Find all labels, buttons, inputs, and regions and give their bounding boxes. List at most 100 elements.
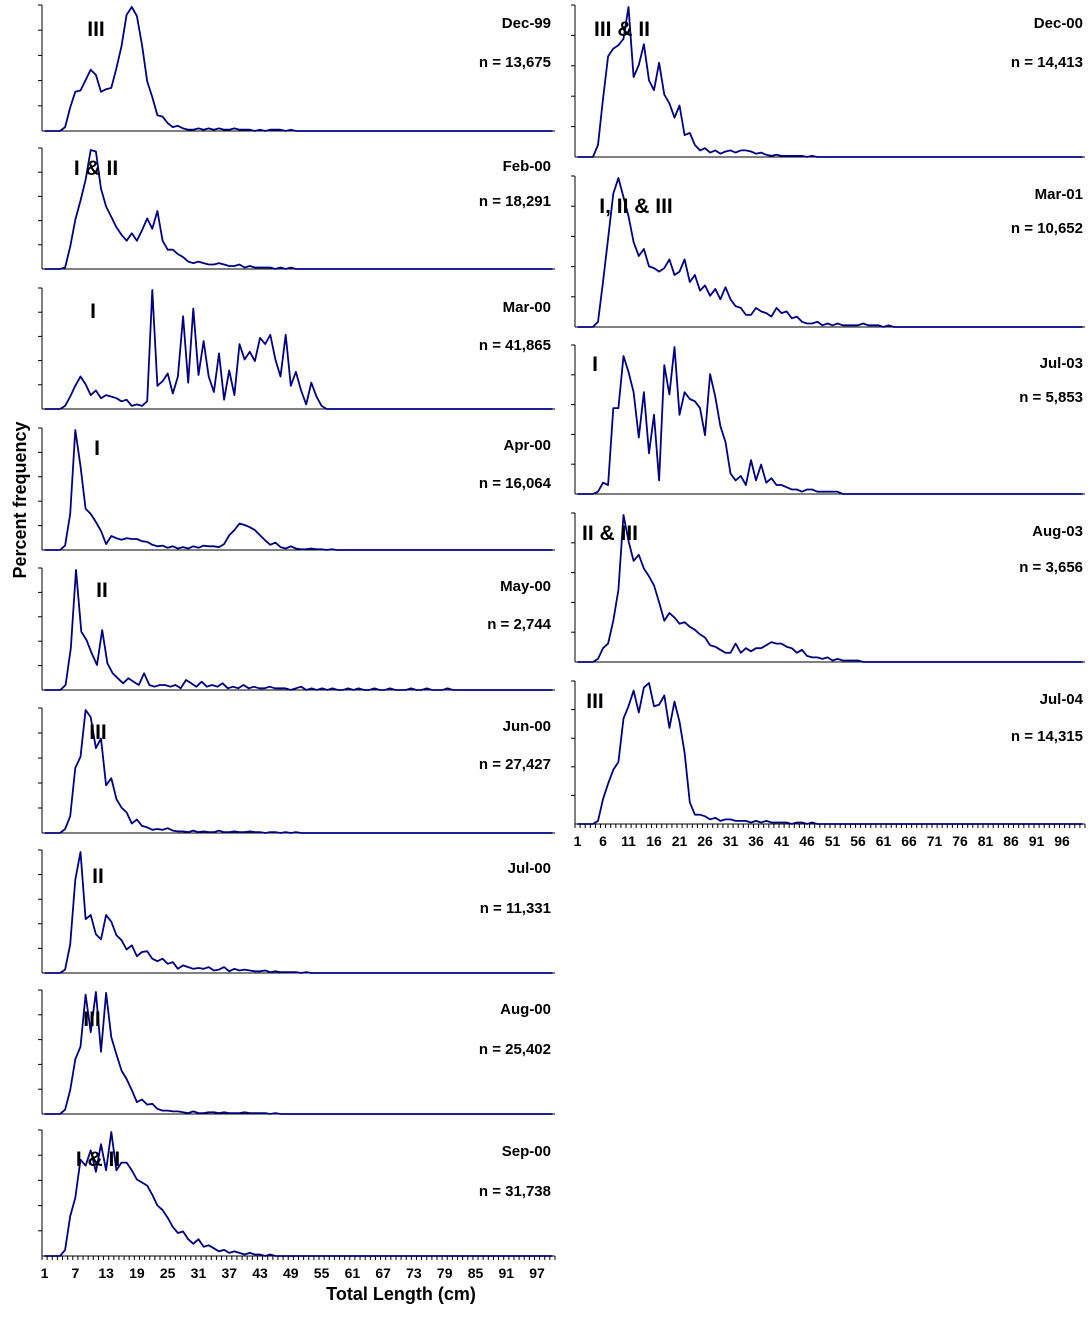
cohort-label: III & II — [594, 18, 650, 41]
panel-mar-00: I Mar-00 n = 41,865 — [38, 287, 555, 410]
x-tick-label: 51 — [825, 833, 841, 849]
panel-jul-00: II Jul-00 n = 11,331 — [38, 849, 555, 974]
series-line-dec-00 — [577, 6, 1083, 158]
x-tick-label: 25 — [160, 1265, 176, 1281]
series-line-sep-00 — [44, 1131, 553, 1257]
x-tick-label: 61 — [876, 833, 892, 849]
sample-size-label: n = 25,402 — [479, 1041, 551, 1058]
date-label: Dec-99 — [502, 15, 551, 32]
date-label: Jul-00 — [508, 860, 551, 877]
panel-may-00: II May-00 n = 2,744 — [38, 567, 555, 691]
x-tick-label: 37 — [221, 1265, 237, 1281]
series-line-may-00 — [44, 569, 553, 691]
panel-feb-00: I & II Feb-00 n = 18,291 — [38, 147, 555, 270]
cohort-label: I & II — [76, 1148, 120, 1171]
series-line-dec-99 — [44, 6, 553, 132]
date-label: Aug-00 — [500, 1001, 551, 1018]
x-tick-labels: 1 7 13 19 25 31 37 43 49 55 61 67 73 79 85 91 971 6 11 16 21… — [41, 824, 1086, 1281]
x-tick-label: 66 — [901, 833, 917, 849]
date-label: Apr-00 — [503, 437, 551, 454]
date-label: Jun-00 — [503, 718, 551, 735]
date-label: Dec-00 — [1034, 15, 1083, 32]
x-tick-label: 67 — [375, 1265, 391, 1281]
cohort-label: III — [83, 1008, 101, 1031]
x-tick-label: 11 — [621, 833, 636, 849]
y-axis-title: Percent frequency — [10, 421, 30, 578]
x-tick-label: 31 — [191, 1265, 207, 1281]
x-tick-label: 6 — [599, 833, 607, 849]
sample-size-label: n = 5,853 — [1019, 389, 1083, 406]
panel-dec-00: III & II Dec-00 n = 14,413 — [571, 4, 1085, 158]
cohort-label: III — [89, 721, 107, 744]
panel-jun-00: III Jun-00 n = 27,427 — [38, 707, 555, 834]
sample-size-label: n = 2,744 — [487, 616, 551, 633]
sample-size-label: n = 41,865 — [479, 337, 551, 354]
series-line-jul-03 — [577, 346, 1083, 495]
date-label: Feb-00 — [503, 158, 551, 175]
x-tick-label: 81 — [978, 833, 994, 849]
x-tick-label: 46 — [799, 833, 815, 849]
sample-size-label: n = 11,331 — [480, 900, 551, 917]
sample-size-label: n = 27,427 — [479, 756, 551, 773]
date-label: Jul-03 — [1040, 355, 1083, 372]
panel-jul-04: III Jul-04 n = 14,315 — [571, 680, 1085, 825]
x-tick-label: 26 — [697, 833, 713, 849]
series-line-apr-00 — [44, 429, 553, 551]
date-label: Mar-00 — [503, 299, 551, 316]
x-tick-label: 1 — [574, 833, 582, 849]
cohort-label: II & III — [582, 522, 638, 545]
x-tick-label: 76 — [952, 833, 968, 849]
x-tick-label: 16 — [646, 833, 662, 849]
x-tick-label: 49 — [283, 1265, 299, 1281]
x-tick-label: 71 — [927, 833, 943, 849]
cohort-label: II — [96, 579, 108, 602]
left-x-ticks: 1 7 13 19 25 31 37 43 49 55 61 67 73 79 85 91 97 — [41, 1256, 556, 1281]
series-line-mar-01 — [577, 177, 1083, 328]
series-line-jun-00 — [44, 709, 553, 834]
x-tick-label: 85 — [468, 1265, 484, 1281]
panel-dec-99: III Dec-99 n = 13,675 — [38, 4, 555, 132]
x-tick-label: 43 — [252, 1265, 268, 1281]
panel-aug-03: II & III Aug-03 n = 3,656 — [571, 512, 1085, 663]
x-tick-label: 96 — [1054, 833, 1070, 849]
sample-size-label: n = 10,652 — [1011, 220, 1083, 237]
panel-jul-03: I Jul-03 n = 5,853 — [571, 344, 1085, 495]
cohort-label: I, II & III — [599, 195, 673, 218]
x-tick-label: 36 — [748, 833, 764, 849]
panel-aug-00: III Aug-00 n = 25,402 — [38, 989, 555, 1115]
series-line-aug-03 — [577, 514, 1083, 663]
x-tick-label: 7 — [71, 1265, 79, 1281]
x-tick-label: 79 — [437, 1265, 453, 1281]
x-tick-label: 41 — [774, 833, 790, 849]
x-tick-label: 55 — [314, 1265, 330, 1281]
x-tick-label: 91 — [498, 1265, 514, 1281]
cohort-label: III — [586, 690, 604, 713]
cohort-label: III — [87, 18, 105, 41]
x-tick-label: 19 — [129, 1265, 145, 1281]
date-label: Sep-00 — [502, 1143, 551, 1160]
panel-apr-00: I Apr-00 n = 16,064 — [38, 427, 555, 551]
x-tick-label: 97 — [529, 1265, 545, 1281]
cohort-label: I — [90, 300, 96, 323]
sample-size-label: n = 13,675 — [479, 54, 551, 71]
x-tick-label: 86 — [1003, 833, 1019, 849]
cohort-label: I & II — [74, 157, 118, 180]
sample-size-label: n = 16,064 — [479, 475, 552, 492]
sample-size-label: n = 3,656 — [1019, 559, 1083, 576]
sample-size-label: n = 14,315 — [1011, 728, 1083, 745]
date-label: Jul-04 — [1040, 691, 1084, 708]
date-label: May-00 — [500, 578, 551, 595]
x-tick-label: 21 — [672, 833, 688, 849]
cohort-label: I — [94, 437, 100, 460]
sample-size-label: n = 18,291 — [479, 193, 551, 210]
date-label: Mar-01 — [1035, 186, 1083, 203]
series-line-aug-00 — [44, 991, 553, 1115]
x-tick-label: 31 — [723, 833, 739, 849]
x-tick-label: 13 — [98, 1265, 114, 1281]
x-tick-label: 61 — [345, 1265, 361, 1281]
series-line-jul-04 — [577, 682, 1083, 825]
right-x-ticks: 1 6 11 16 21 26 31 36 41 46 51 56 61 66 71 76 81 86 91 96 — [574, 824, 1086, 849]
cohort-label: II — [92, 865, 104, 888]
x-tick-label: 56 — [850, 833, 866, 849]
